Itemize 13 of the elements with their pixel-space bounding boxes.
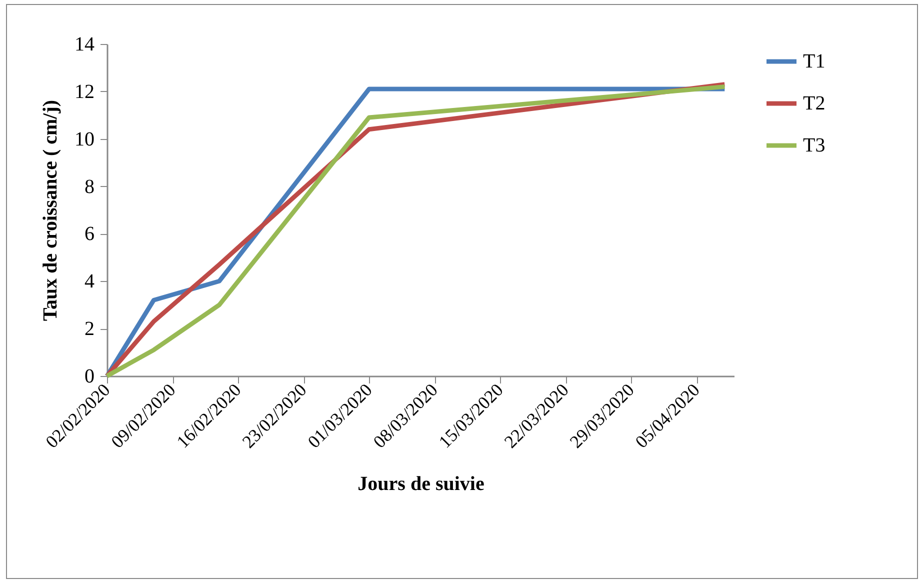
y-tick-label: 0 [84,366,94,388]
legend-label: T3 [803,134,826,156]
y-tick-label: 12 [74,80,94,103]
y-tick-label: 4 [84,270,94,293]
legend-label: T1 [803,50,826,72]
legend-label: T2 [803,92,826,114]
y-tick-label: 14 [74,34,94,56]
y-tick-label: 10 [74,128,94,150]
x-axis-title: Jours de suivie [358,472,484,495]
y-tick-label: 8 [84,176,94,198]
y-tick-label: 6 [84,223,94,246]
y-axis-title: Taux de croissance ( cm/j) [40,100,62,322]
y-tick-label: 2 [84,318,94,340]
